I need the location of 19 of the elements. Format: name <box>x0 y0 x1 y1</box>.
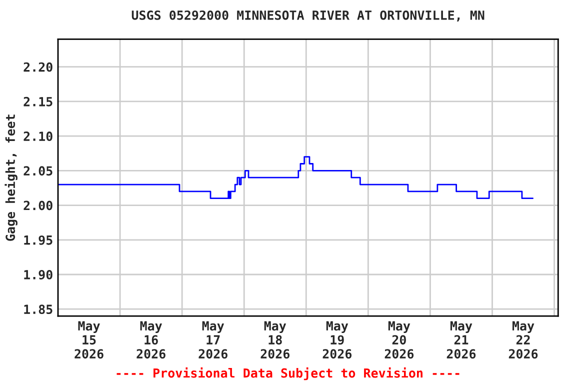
text: ---- Provisional Data Subject to Revision ---- <box>116 367 460 380</box>
y-tick-label: 2.10 <box>24 132 52 141</box>
y-tick-label: 2.00 <box>24 200 52 210</box>
x-tick-label: May 21 2026 <box>446 321 476 359</box>
x-tick-label: May 20 2026 <box>384 321 414 359</box>
y-tick-label: 2.15 <box>24 96 52 106</box>
x-tick-label: May 19 2026 <box>322 321 352 359</box>
y-tick-label: 1.85 <box>24 304 52 314</box>
y-tick-label: 2.05 <box>24 166 52 176</box>
y-tick-label: 2.20 <box>24 62 52 72</box>
x-tick-label: May 17 2026 <box>198 321 228 359</box>
x-tick-label: May 16 2026 <box>136 321 166 359</box>
y-tick-label: 1.90 <box>24 270 52 280</box>
y-axis-title: Gage height, feet <box>4 114 18 241</box>
y-tick-label: 1.95 <box>24 235 52 245</box>
x-tick-label: May 18 2026 <box>260 321 290 359</box>
chart-title: USGS 05292000 MINNESOTA RIVER AT ORTONVILLE, MN <box>132 10 484 22</box>
x-tick-label: May 22 2026 <box>508 321 538 359</box>
x-tick-label: May 15 2026 <box>74 321 104 359</box>
